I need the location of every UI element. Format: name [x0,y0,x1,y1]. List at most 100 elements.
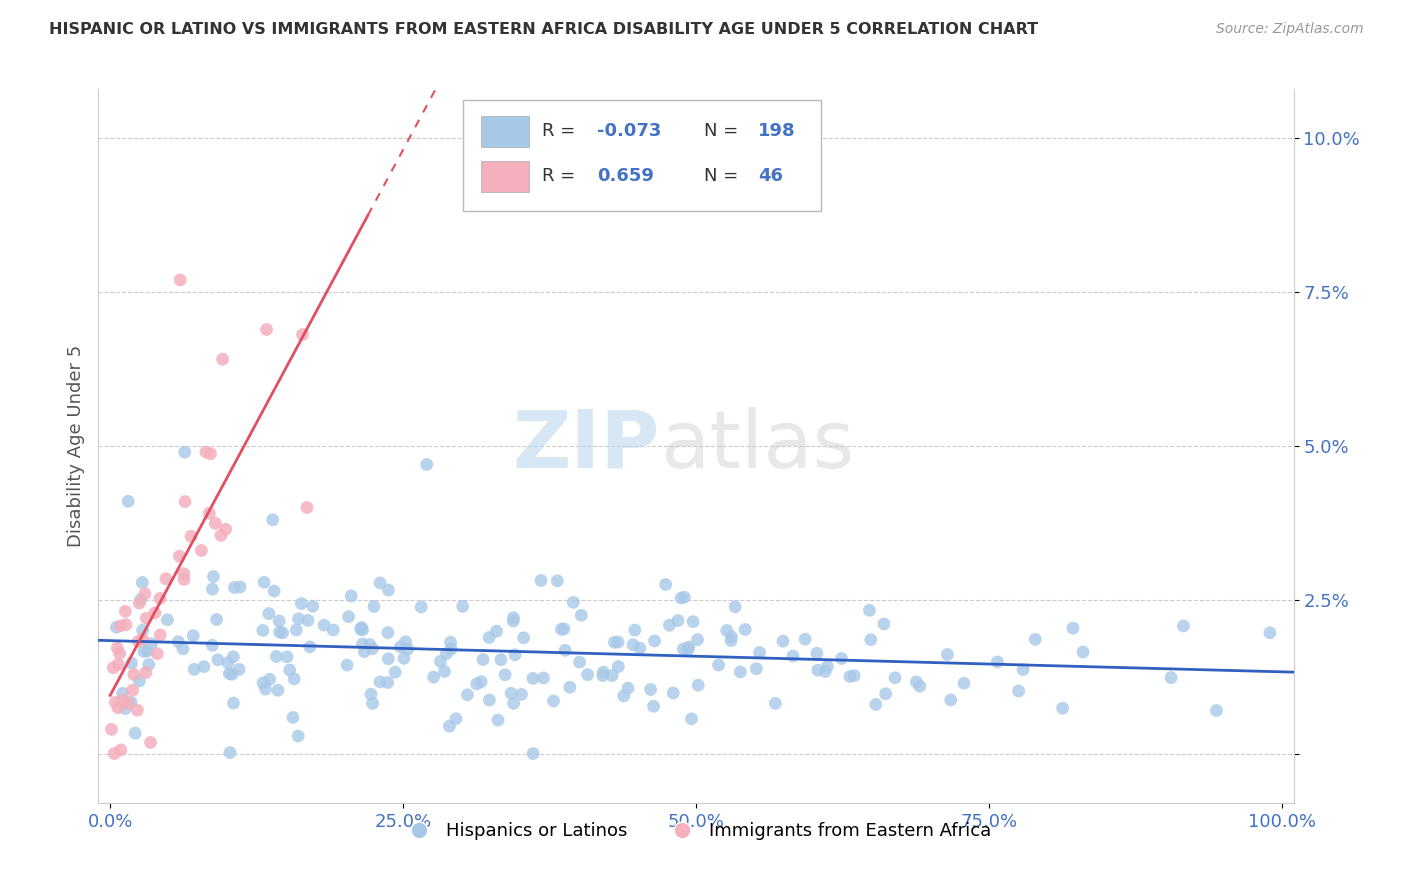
Point [859,632,882,647]
Point [814,665,837,679]
Point [707,658,730,673]
Point [669,591,692,605]
Point [640,682,662,697]
Point [269,625,291,640]
Point [806,646,828,660]
Point [215,522,238,536]
Point [512,631,534,645]
Point [613,689,636,703]
Point [221,667,243,681]
Point [433,665,456,679]
Point [554,643,576,657]
Point [291,327,314,342]
Point [114,701,136,715]
Point [377,625,399,640]
Point [202,569,225,583]
Point [256,322,278,336]
Point [1052,701,1074,715]
Point [174,494,197,508]
Point [377,652,399,666]
Point [530,574,553,588]
Point [156,613,179,627]
Point [314,618,336,632]
Point [297,613,319,627]
Point [131,624,153,638]
Text: HISPANIC OR LATINO VS IMMIGRANTS FROM EASTERN AFRICA DISABILITY AGE UNDER 5 CORR: HISPANIC OR LATINO VS IMMIGRANTS FROM EA… [49,22,1039,37]
Point [1024,632,1046,647]
Text: -0.073: -0.073 [596,122,661,140]
Point [844,668,866,682]
Point [128,596,150,610]
Point [533,671,555,685]
Point [470,674,492,689]
Point [278,663,301,677]
FancyBboxPatch shape [481,116,529,147]
Point [576,667,599,681]
Text: N =: N = [704,122,744,140]
Point [716,624,738,638]
Point [429,655,451,669]
Point [908,679,931,693]
Point [322,623,344,637]
Point [131,632,153,646]
Point [114,604,136,618]
Point [290,597,312,611]
Point [127,703,149,717]
Point [217,656,239,670]
Point [146,647,169,661]
Point [377,582,399,597]
Point [720,633,742,648]
Point [439,635,461,649]
Point [340,589,363,603]
Point [363,599,385,614]
Point [553,622,575,636]
Point [173,445,195,459]
Point [858,603,880,617]
Y-axis label: Disability Age Under 5: Disability Age Under 5 [66,345,84,547]
Point [107,657,129,672]
Point [763,697,786,711]
Point [298,640,321,654]
Point [681,712,703,726]
Point [782,649,804,664]
Point [169,549,191,564]
Point [617,681,640,695]
Point [263,584,285,599]
Point [794,632,817,647]
Point [121,656,143,670]
Point [143,606,166,620]
Point [368,576,391,591]
Point [252,676,274,690]
Point [936,648,959,662]
Point [110,743,132,757]
Point [592,668,614,682]
Point [361,641,384,656]
Point [350,622,373,636]
Text: R =: R = [541,122,581,140]
Text: 46: 46 [758,168,783,186]
Point [103,747,125,761]
Point [1173,619,1195,633]
Point [222,649,245,664]
FancyBboxPatch shape [481,161,529,192]
Point [262,513,284,527]
Point [873,616,896,631]
Point [416,458,439,472]
Point [562,595,585,609]
Point [676,643,699,657]
Point [359,638,381,652]
Point [1205,703,1227,717]
Point [287,729,309,743]
Point [149,628,172,642]
Point [254,682,277,697]
Point [136,644,159,658]
Point [100,723,122,737]
Point [436,647,458,661]
Point [183,662,205,676]
Point [662,686,685,700]
Point [134,587,156,601]
Point [285,623,308,637]
Point [502,611,524,625]
Point [229,580,252,594]
Text: 0.659: 0.659 [596,168,654,186]
